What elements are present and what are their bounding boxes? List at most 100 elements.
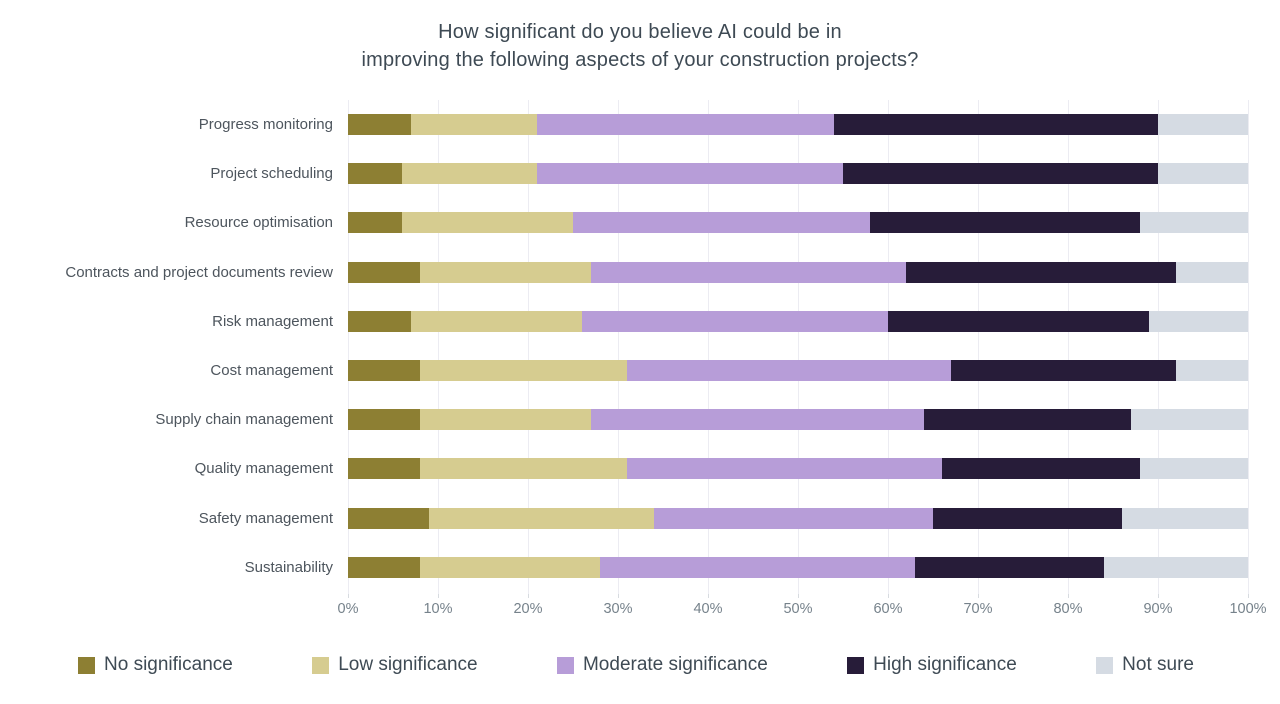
stacked-bar-project-scheduling [348,163,1248,185]
bar-segment-high-significance [951,360,1176,382]
bar-segment-moderate-significance [654,507,933,529]
bar-segment-moderate-significance [537,163,843,185]
bar-segment-high-significance [906,261,1176,283]
bar-segment-high-significance [834,114,1158,136]
stacked-bar-safety-management [348,507,1248,529]
gridline [348,100,349,594]
x-axis-tick-mark [528,594,529,598]
category-axis: Progress monitoring Project scheduling Res… [0,100,348,592]
bar-segment-not-sure [1176,261,1248,283]
chart-page: How significant do you believe AI could … [0,18,1280,704]
stacked-bar-supply-chain-management [348,409,1248,431]
stacked-bar-quality-management [348,458,1248,480]
bar-segment-not-sure [1158,163,1248,185]
category-label-progress-monitoring: Progress monitoring [198,116,333,134]
x-axis-tick-label: 20% [513,601,543,617]
x-axis-tick-mark [348,594,349,598]
bar-segment-no-significance [348,556,420,578]
category-label-cost-management: Cost management [210,362,333,380]
stacked-bar-resource-optimisation [348,212,1248,234]
bar-segment-no-significance [348,507,429,529]
chart-title-line1: How significant do you believe AI could … [438,21,842,43]
gridline [1158,100,1159,594]
x-axis-tick-label: 50% [783,601,813,617]
bar-segment-low-significance [429,507,654,529]
x-axis-tick-label: 40% [693,601,723,617]
x-axis-tick-mark [978,594,979,598]
bar-segment-no-significance [348,163,402,185]
bar-row-resource-optimisation [348,198,1248,247]
bar-segment-high-significance [933,507,1122,529]
plot-area [348,100,1249,594]
x-axis-tick-label: 100% [1229,601,1267,617]
bar-segment-high-significance [915,556,1104,578]
x-axis-tick-mark [708,594,709,598]
legend: No significance Low significance Moderate … [78,654,1194,676]
legend-label-not-sure: Not sure [1122,654,1194,675]
legend-item-no-significance: No significance [78,654,233,676]
x-axis-tick-label: 0% [337,601,359,617]
category-label-project-scheduling: Project scheduling [210,165,333,183]
bar-segment-no-significance [348,212,402,234]
legend-item-high-significance: High significance [847,654,1017,676]
bar-row-safety-management [348,494,1248,543]
gridline [888,100,889,594]
x-axis-tick-label: 60% [873,601,903,617]
bar-segment-moderate-significance [600,556,915,578]
bar-segment-no-significance [348,458,420,480]
stacked-bar-cost-management [348,360,1248,382]
bar-segment-high-significance [843,163,1158,185]
bar-segment-no-significance [348,310,411,332]
gridline [618,100,619,594]
x-axis-tick-label: 10% [423,601,453,617]
stacked-bar-sustainability [348,556,1248,578]
category-label-resource-optimisation: Resource optimisation [184,214,333,232]
category-label-supply-chain-management: Supply chain management [155,411,333,429]
category-label-safety-management: Safety management [198,509,333,527]
bar-segment-moderate-significance [591,409,924,431]
bar-row-sustainability [348,543,1248,592]
bar-row-contracts-and-project-documents-review [348,248,1248,297]
category-label-sustainability: Sustainability [244,558,333,576]
gridline [438,100,439,594]
bar-row-cost-management [348,346,1248,395]
bar-row-quality-management [348,444,1248,493]
bar-segment-low-significance [411,310,582,332]
bar-segment-high-significance [888,310,1149,332]
legend-label-high-significance: High significance [873,654,1017,675]
legend-label-moderate-significance: Moderate significance [582,654,768,675]
category-label-risk-management: Risk management [212,312,333,330]
stacked-bar-contracts-and-project-documents-review [348,261,1248,283]
x-axis-tick-mark [1248,594,1249,598]
category-label-contracts-and-project-documents-review: Contracts and project documents review [65,263,333,281]
bar-segment-low-significance [420,458,627,480]
legend-swatch-no-significance [78,656,95,674]
legend-label-low-significance: Low significance [338,654,478,675]
x-axis-tick-mark [798,594,799,598]
legend-swatch-not-sure [1096,656,1114,674]
bar-segment-not-sure [1104,556,1248,578]
bar-segment-not-sure [1140,212,1248,234]
bar-segment-not-sure [1122,507,1248,529]
bar-segment-moderate-significance [627,458,942,480]
x-axis-tick-mark [438,594,439,598]
x-axis-tick-mark [1068,594,1069,598]
bar-row-project-scheduling [348,149,1248,198]
x-axis-tick-label: 90% [1143,601,1173,617]
bar-segment-high-significance [942,458,1140,480]
bar-segment-high-significance [924,409,1131,431]
bar-segment-no-significance [348,114,411,136]
gridline [1068,100,1069,594]
bar-row-supply-chain-management [348,395,1248,444]
bar-segment-no-significance [348,360,420,382]
category-label-quality-management: Quality management [194,460,333,478]
bar-segment-moderate-significance [591,261,906,283]
x-axis-tick-mark [1158,594,1159,598]
legend-item-not-sure: Not sure [1096,654,1194,676]
bar-segment-high-significance [870,212,1140,234]
bar-segment-no-significance [348,261,420,283]
legend-swatch-moderate-significance [556,656,574,674]
bar-segment-not-sure [1131,409,1248,431]
x-axis-tick-mark [888,594,889,598]
bar-segment-low-significance [402,212,573,234]
